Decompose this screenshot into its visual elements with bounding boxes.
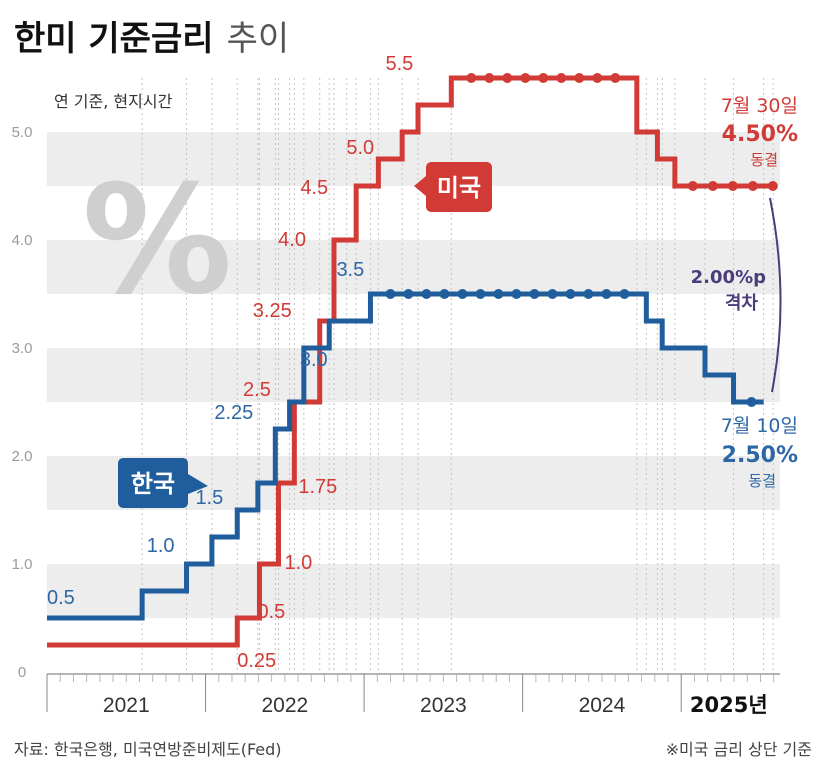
us-end-rate: 4.50%	[722, 122, 798, 147]
korea-point-label: 2.25	[214, 402, 253, 424]
y-tick-label: 2.0	[12, 448, 33, 465]
korea-hold-dot	[439, 289, 450, 299]
gap-annotation: 2.00%p 격차	[691, 197, 782, 393]
us-point-label: 1.75	[298, 476, 337, 498]
y-axis: 0 1.0 2.0 3.0 4.0 5.0	[12, 124, 33, 681]
us-end-annotation: 7월 30일 4.50% 동결	[721, 95, 798, 169]
y-tick-label: 1.0	[12, 556, 33, 573]
us-end-status: 동결	[750, 151, 778, 169]
us-hold-dot	[610, 73, 621, 83]
grid-band	[47, 348, 780, 402]
unit-note: 연 기준, 현지시간	[54, 92, 173, 111]
us-hold-dot	[574, 73, 585, 83]
korea-point-label: 3.0	[300, 349, 328, 371]
korea-hold-dot	[547, 289, 558, 299]
korea-point-label: 1.5	[195, 487, 223, 509]
korea-end-status: 동결	[748, 472, 776, 490]
percent-symbol: %	[82, 154, 232, 328]
point-labels: 0.25 0.5 1.0 1.75 2.5 3.25 4.0 4.5 5.0 5.5 0.5 1.0 1…	[47, 53, 413, 672]
korea-hold-dot	[493, 289, 504, 299]
us-point-label: 0.25	[237, 650, 276, 672]
korea-hold-dot	[583, 289, 594, 299]
x-tick-label: 2022	[261, 694, 308, 717]
us-tag-shape	[414, 162, 492, 212]
series-dots	[385, 73, 778, 407]
korea-hold-dot	[619, 289, 630, 299]
korea-hold-dot	[421, 289, 432, 299]
us-tag-label: 미국	[437, 174, 481, 202]
x-tick-label: 2023	[420, 694, 467, 717]
us-hold-dot	[520, 73, 531, 83]
gap-value: 2.00%p	[691, 267, 766, 288]
y-tick-label: 5.0	[12, 124, 33, 141]
us-point-label: 1.0	[284, 552, 312, 574]
chart-title-sub: 추이	[227, 19, 290, 59]
gap-bracket	[769, 197, 782, 393]
us-hold-dot	[556, 73, 567, 83]
us-point-label: 4.0	[278, 229, 306, 251]
us-end-dot	[707, 181, 718, 191]
korea-hold-dot	[511, 289, 522, 299]
us-end-date: 7월 30일	[721, 95, 798, 117]
korea-hold-dot	[565, 289, 576, 299]
korea-rate-line	[47, 291, 764, 621]
x-axis: 2021 2022 2023 2024 2025년	[46, 673, 780, 717]
us-hold-dot	[538, 73, 549, 83]
us-point-label: 5.5	[385, 53, 413, 75]
us-point-label: 3.25	[253, 300, 292, 322]
korea-hold-dot	[601, 289, 612, 299]
us-hold-dot	[484, 73, 495, 83]
us-end-dot	[747, 181, 758, 191]
us-end-dot	[687, 181, 698, 191]
korea-point-label: 3.5	[336, 259, 364, 281]
us-point-label: 0.5	[257, 601, 285, 623]
us-end-dot	[767, 181, 778, 191]
x-tick-label: 2021	[103, 694, 150, 717]
y-tick-label: 3.0	[12, 340, 33, 357]
y-tick-label: 0	[18, 664, 26, 681]
korea-hold-dot	[475, 289, 486, 299]
us-end-dot	[727, 181, 738, 191]
korea-hold-dot	[403, 289, 414, 299]
us-hold-dot	[466, 73, 477, 83]
korea-point-label: 0.5	[47, 587, 75, 609]
us-hold-dot	[502, 73, 513, 83]
series-lines	[47, 75, 774, 648]
us-point-label: 2.5	[243, 379, 271, 401]
korea-legend-tag: 한국	[118, 458, 208, 508]
us-hold-dot	[592, 73, 603, 83]
korea-end-annotation: 7월 10일 2.50% 동결	[721, 415, 798, 490]
us-point-label: 4.5	[300, 177, 328, 199]
korea-hold-dot	[385, 289, 396, 299]
chart-title: 한미 기준금리 추이	[14, 19, 289, 59]
korea-end-rate: 2.50%	[722, 443, 798, 468]
us-point-label: 5.0	[346, 137, 374, 159]
korea-end-date: 7월 10일	[721, 415, 798, 437]
x-tick-label: 2024	[579, 694, 626, 717]
gap-label: 격차	[725, 293, 759, 314]
y-tick-label: 4.0	[12, 232, 33, 249]
korea-point-label: 1.0	[147, 535, 175, 557]
us-rate-line	[47, 75, 774, 648]
x-tick-label: 2025년	[690, 693, 768, 717]
korea-end-dot	[746, 397, 757, 407]
footnote: ※미국 금리 상단 기준	[666, 740, 812, 759]
korea-tag-shape	[118, 458, 208, 508]
korea-tag-label: 한국	[131, 470, 175, 498]
korea-hold-dot	[457, 289, 468, 299]
chart-title-main: 한미 기준금리	[14, 19, 214, 59]
source-note: 자료: 한국은행, 미국연방준비제도(Fed)	[14, 740, 282, 759]
korea-hold-dot	[529, 289, 540, 299]
us-legend-tag: 미국	[414, 162, 492, 212]
